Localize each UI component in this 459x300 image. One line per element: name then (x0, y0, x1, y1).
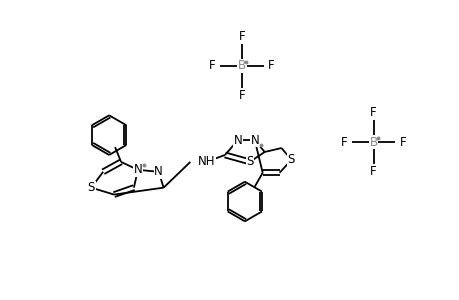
Text: F: F (340, 136, 347, 148)
Text: B: B (237, 59, 246, 72)
Text: NH: NH (198, 155, 215, 168)
Text: N: N (250, 134, 258, 147)
Text: S: S (287, 153, 295, 167)
Text: F: F (369, 106, 376, 119)
Text: F: F (238, 89, 245, 102)
Text: F: F (369, 165, 376, 178)
Text: N: N (154, 165, 162, 178)
Text: S: S (87, 181, 95, 194)
Text: F: F (208, 59, 215, 72)
Text: S: S (246, 155, 253, 168)
Text: N: N (233, 134, 242, 147)
Text: F: F (238, 30, 245, 43)
Text: B: B (369, 136, 377, 148)
Text: N: N (133, 163, 142, 176)
Text: F: F (399, 136, 406, 148)
Text: F: F (268, 59, 274, 72)
